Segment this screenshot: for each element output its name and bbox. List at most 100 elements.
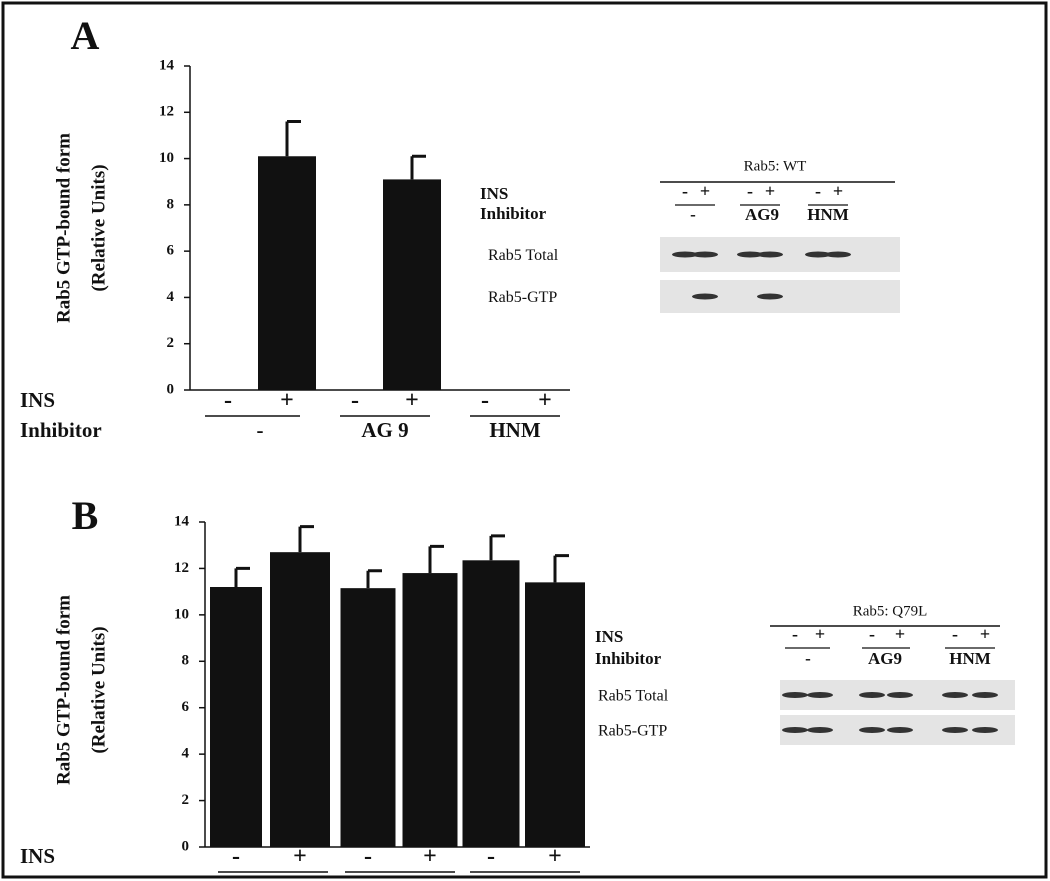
blot-band	[692, 251, 718, 258]
y-tick-label: 4	[182, 746, 190, 762]
error-bar	[234, 566, 250, 587]
blot-group-label: -	[805, 649, 811, 668]
blot-band	[972, 727, 998, 733]
bar	[402, 573, 458, 847]
y-axis-label: Rab5 GTP-bound form	[53, 595, 74, 785]
y-tick-label: 6	[167, 243, 175, 259]
group-label: HNM	[489, 418, 541, 442]
x-tick-label: -	[224, 388, 232, 414]
blot-ins-sign: -	[815, 181, 821, 201]
blot-group-label: HNM	[949, 649, 991, 668]
x-tick-label: +	[548, 844, 562, 870]
y-tick-label: 10	[174, 606, 189, 622]
y-tick-label: 12	[159, 104, 174, 120]
blot-band	[782, 692, 808, 698]
error-bar	[285, 120, 301, 157]
blot-band	[807, 727, 833, 733]
error-bar	[366, 569, 382, 589]
y-axis-units: (Relative Units)	[88, 626, 109, 753]
blot-lane-label: Rab5 Total	[488, 247, 559, 264]
x-tick-label: -	[487, 844, 495, 870]
blot-group-label: -	[690, 205, 696, 224]
blot-ins-sign: -	[792, 624, 798, 644]
y-tick-label: 2	[167, 335, 175, 351]
y-tick-label: 12	[174, 560, 189, 576]
blot-band	[887, 727, 913, 733]
panel-letter: A	[71, 13, 100, 58]
y-tick-label: 6	[182, 699, 190, 715]
blot-title: Rab5: Q79L	[853, 603, 928, 619]
blot-band	[782, 727, 808, 733]
blot-group-label: AG9	[868, 649, 902, 668]
x-tick-label: -	[364, 844, 372, 870]
blot-lane-label: Rab5-GTP	[598, 723, 667, 740]
blot-band	[942, 727, 968, 733]
blot-band	[859, 727, 885, 733]
bar	[340, 588, 396, 847]
blot-band	[692, 293, 718, 300]
bar	[462, 560, 520, 847]
y-tick-label: 0	[167, 381, 175, 397]
row-label: INS	[20, 388, 55, 412]
bar	[258, 156, 316, 390]
x-tick-label: -	[481, 388, 489, 414]
x-tick-label: +	[538, 388, 552, 414]
blot-band	[672, 251, 698, 258]
bar	[270, 552, 330, 847]
blot-band	[757, 293, 783, 300]
blot-band	[972, 692, 998, 698]
x-tick-label: +	[405, 388, 419, 414]
x-tick-label: +	[293, 844, 307, 870]
blot-ins-sign: +	[895, 624, 905, 644]
error-bar	[298, 525, 314, 553]
y-tick-label: 8	[182, 653, 190, 669]
row-label: INS	[20, 844, 55, 868]
blot-ins-sign: +	[815, 624, 825, 644]
blot-lane-label: Rab5 Total	[598, 688, 669, 705]
y-axis-label: Rab5 GTP-bound form	[53, 133, 74, 323]
error-bar	[489, 534, 505, 561]
blot-band	[805, 251, 831, 258]
x-tick-label: +	[423, 844, 437, 870]
blot-band	[737, 251, 763, 258]
y-tick-label: 4	[167, 289, 175, 305]
blot-row-label: INS	[480, 184, 508, 203]
row-label: Inhibitor	[20, 418, 102, 442]
y-tick-label: 0	[182, 838, 190, 854]
blot-band	[942, 692, 968, 698]
bar	[383, 179, 441, 390]
blot-row-label: Inhibitor	[595, 649, 662, 668]
y-tick-label: 10	[159, 150, 174, 166]
x-tick-label: -	[351, 388, 359, 414]
blot-band	[825, 251, 851, 258]
blot-band	[807, 692, 833, 698]
y-tick-label: 14	[174, 513, 190, 529]
y-tick-label: 2	[182, 792, 190, 808]
blot-ins-sign: +	[700, 181, 710, 201]
blot-ins-sign: -	[869, 624, 875, 644]
blot-row-label: INS	[595, 627, 623, 646]
blot-ins-sign: -	[747, 181, 753, 201]
y-tick-label: 8	[167, 196, 175, 212]
group-label: AG 9	[361, 418, 408, 442]
blot-ins-sign: -	[682, 181, 688, 201]
blot-group-label: AG9	[745, 205, 779, 224]
x-tick-label: -	[232, 844, 240, 870]
blot-lane-label: Rab5-GTP	[488, 289, 557, 306]
group-label: -	[257, 418, 264, 442]
panel-letter: B	[72, 493, 99, 538]
blot-row-label: Inhibitor	[480, 204, 547, 223]
y-axis-units: (Relative Units)	[88, 164, 109, 291]
blot-ins-sign: +	[765, 181, 775, 201]
bar	[210, 587, 262, 847]
blot-band	[859, 692, 885, 698]
blot-ins-sign: +	[833, 181, 843, 201]
error-bar	[410, 154, 426, 180]
blot-band	[757, 251, 783, 258]
error-bar	[553, 554, 569, 583]
blot-title: Rab5: WT	[744, 158, 807, 174]
error-bar	[428, 544, 444, 574]
blot-band	[887, 692, 913, 698]
